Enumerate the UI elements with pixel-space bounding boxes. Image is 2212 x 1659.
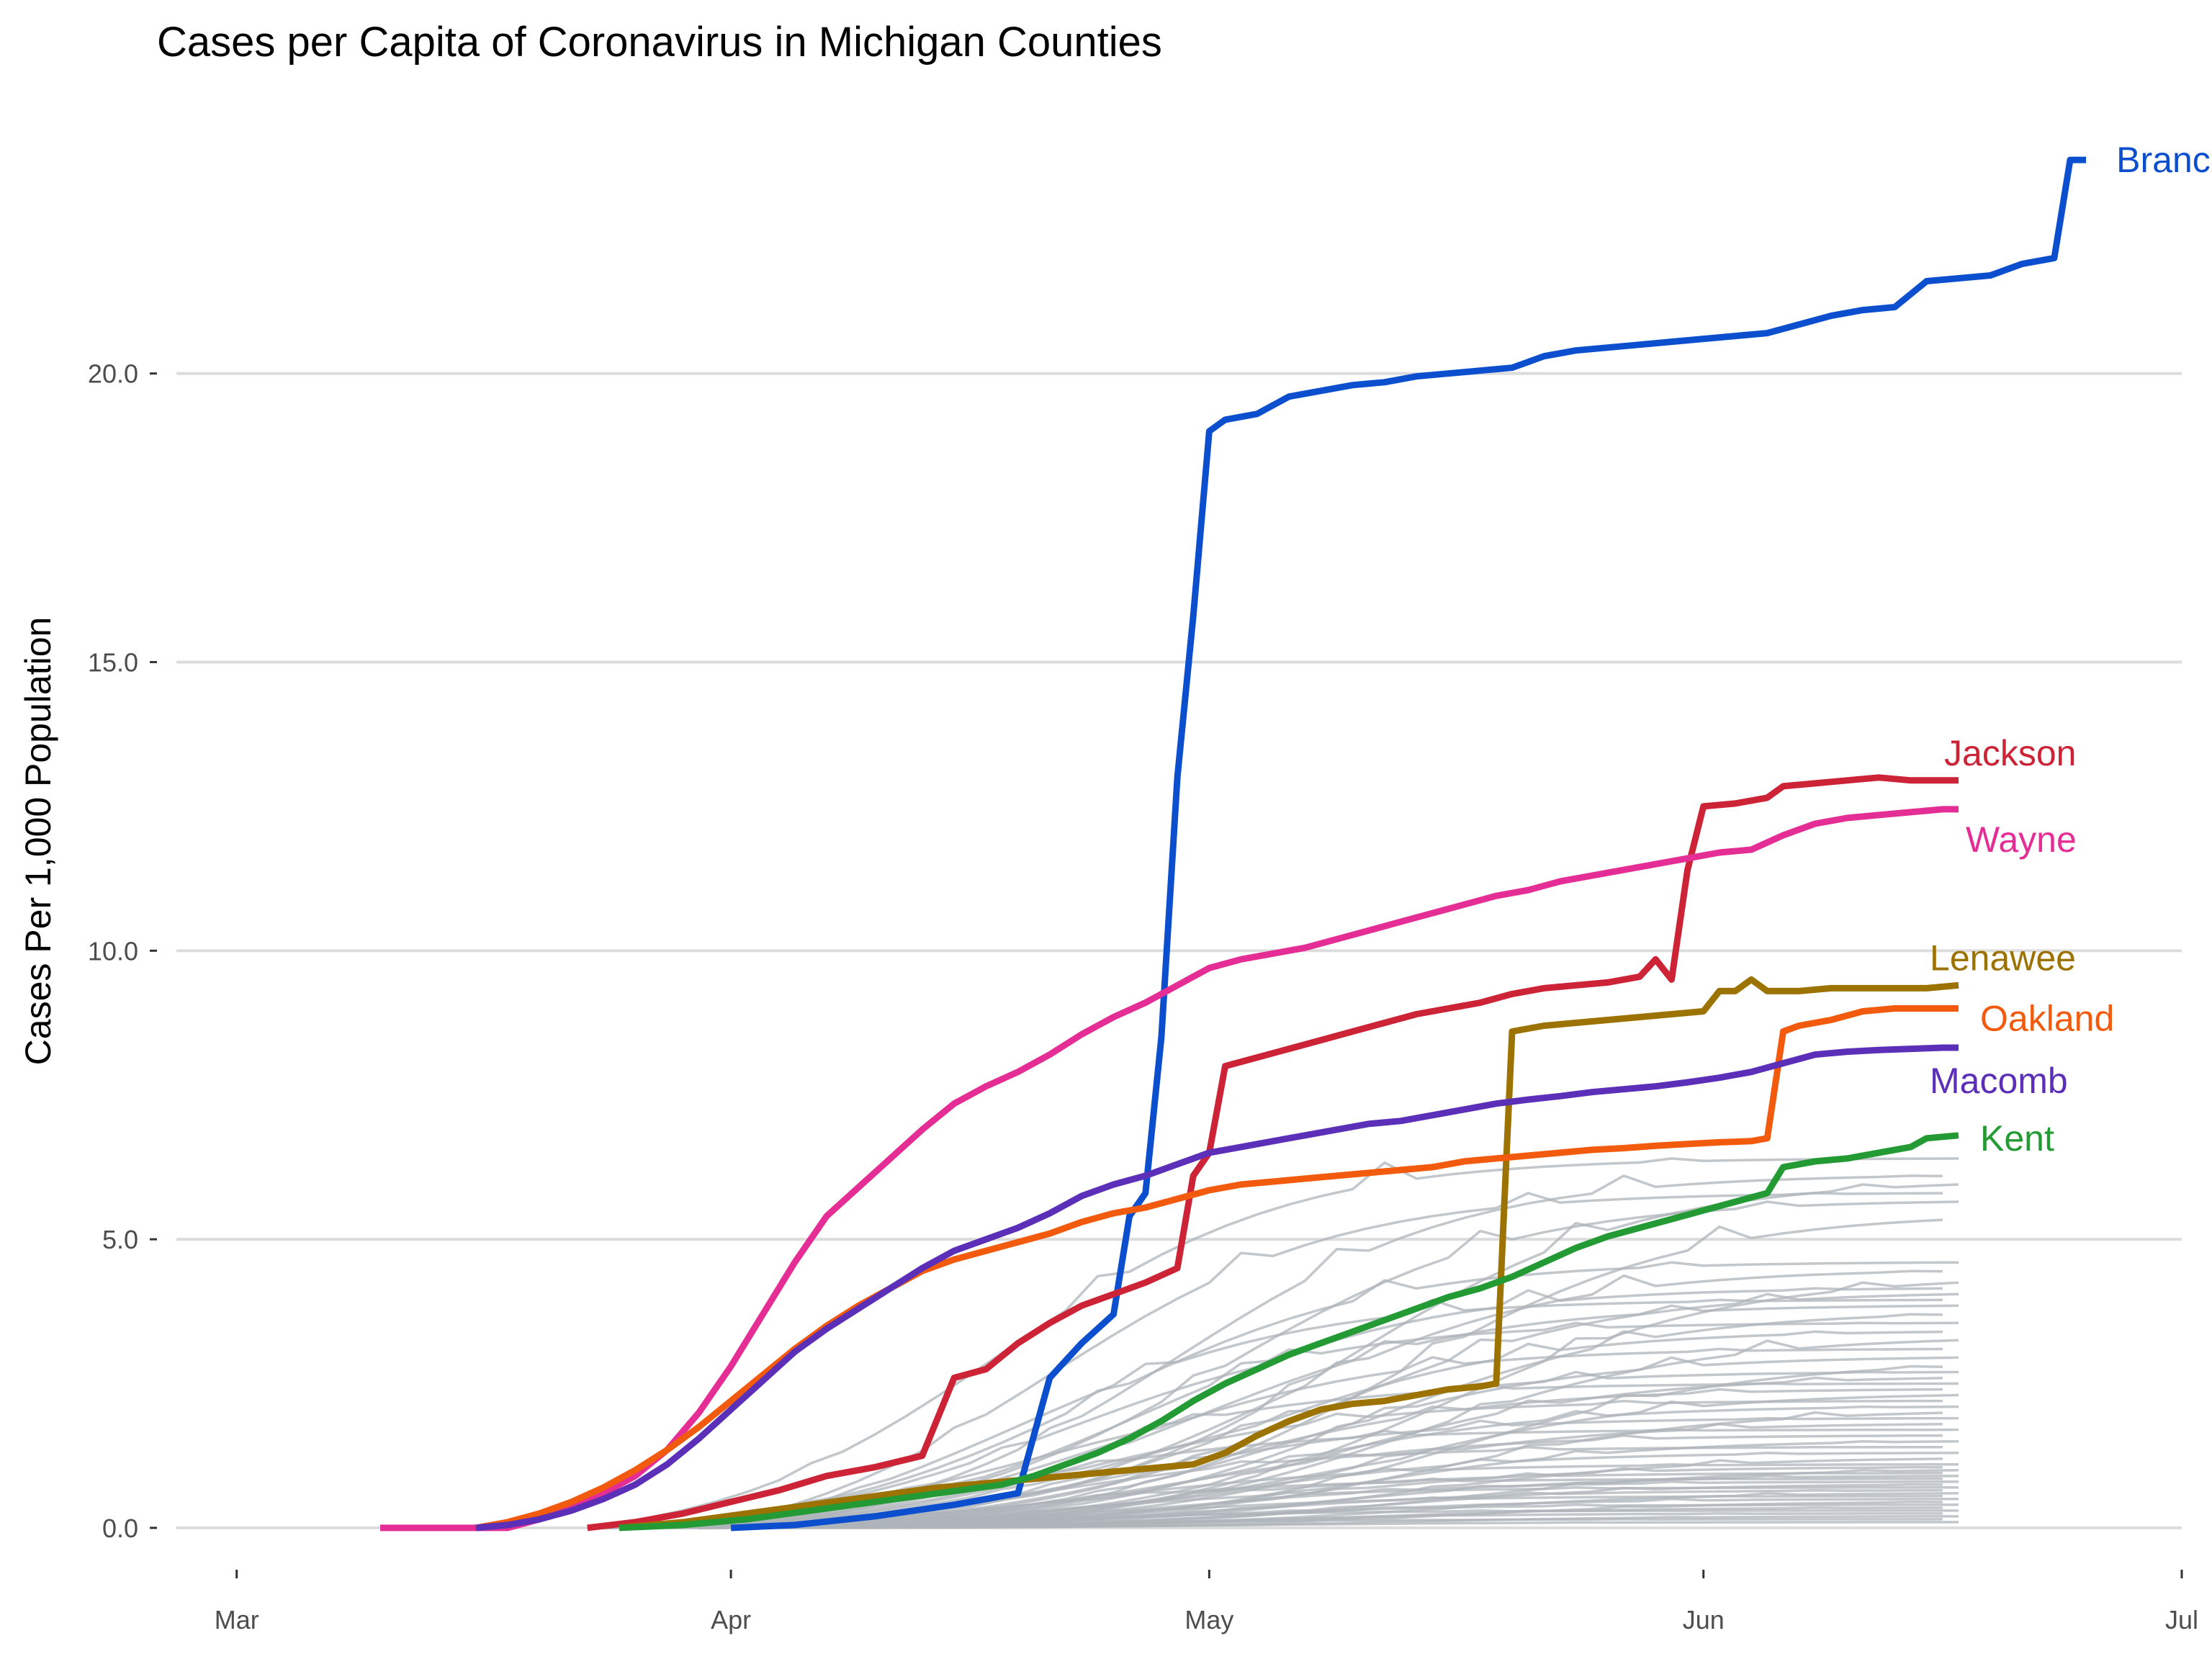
highlighted-county-lines bbox=[380, 156, 2087, 1532]
axis-ticks: 0.0 5.0 10.0 15.0 20.0 Mar Apr May Jun Jul bbox=[88, 359, 2198, 1635]
series-line-jackson bbox=[587, 774, 1959, 1532]
background-county-lines bbox=[587, 1157, 1959, 1529]
background-county-line bbox=[587, 1521, 1959, 1529]
grid-lines bbox=[176, 372, 2182, 1529]
background-county-line bbox=[587, 1200, 1959, 1529]
series-line-macomb bbox=[475, 1044, 1959, 1532]
x-tick-label: Apr bbox=[711, 1605, 751, 1635]
x-tick-label: Jun bbox=[1683, 1605, 1725, 1635]
y-tick-label: 10.0 bbox=[88, 936, 138, 966]
y-tick-label: 5.0 bbox=[102, 1225, 138, 1254]
x-tick-label: May bbox=[1184, 1605, 1233, 1635]
background-county-line bbox=[587, 1157, 1959, 1529]
series-label-lenawee: Lenawee bbox=[1930, 938, 2076, 978]
y-tick-label: 15.0 bbox=[88, 648, 138, 678]
background-county-line bbox=[587, 1261, 1959, 1529]
background-county-line bbox=[698, 1478, 1943, 1529]
series-label-jackson: Jackson bbox=[1944, 733, 2076, 773]
background-county-line bbox=[587, 1304, 1959, 1529]
series-line-oakland bbox=[475, 1005, 1959, 1532]
background-county-line bbox=[698, 1298, 1943, 1529]
background-county-line bbox=[698, 1347, 1943, 1529]
x-tick-label: Jul bbox=[2165, 1605, 2198, 1635]
series-labels: Branch Jackson Wayne Lenawee Oakland Macomb Ke… bbox=[1930, 140, 2212, 1159]
series-label-macomb: Macomb bbox=[1930, 1061, 2068, 1101]
series-label-kent: Kent bbox=[1980, 1118, 2054, 1159]
series-label-branch: Branch bbox=[2116, 140, 2212, 180]
y-tick-label: 20.0 bbox=[88, 359, 138, 389]
x-tick-label: Mar bbox=[215, 1605, 259, 1635]
background-county-line bbox=[587, 1416, 1959, 1529]
series-label-oakland: Oakland bbox=[1980, 998, 2114, 1038]
y-tick-label: 0.0 bbox=[102, 1514, 138, 1543]
series-line-branch bbox=[730, 156, 2087, 1532]
background-county-line bbox=[698, 1399, 1943, 1529]
series-label-wayne: Wayne bbox=[1966, 819, 2077, 860]
chart-title: Cases per Capita of Coronavirus in Michi… bbox=[157, 19, 1162, 66]
y-axis-label: Cases Per 1,000 Population bbox=[18, 617, 58, 1066]
series-line-kent bbox=[619, 1132, 1959, 1532]
